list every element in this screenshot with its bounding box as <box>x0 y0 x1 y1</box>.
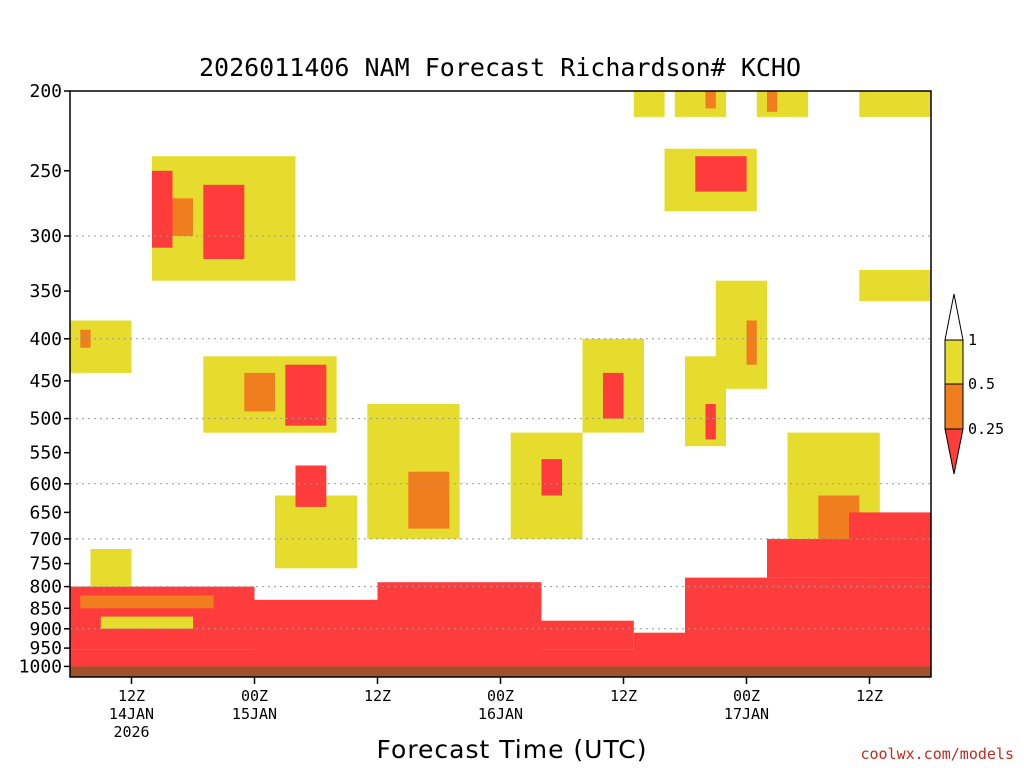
y-tick-label: 950 <box>29 638 62 659</box>
y-tick-label: 250 <box>29 161 62 182</box>
ri-cell <box>705 91 716 109</box>
ri-cell <box>172 198 193 236</box>
y-tick-label: 750 <box>29 554 62 575</box>
ri-cell <box>100 616 194 629</box>
ri-cell <box>275 495 357 569</box>
ri-cell <box>859 91 932 117</box>
colorbar-top-arrow <box>944 293 964 341</box>
ri-cell <box>859 270 932 302</box>
x-tick-label: 00Z <box>733 687 760 705</box>
colorbar-bin-yellow <box>944 339 964 385</box>
ground-cell <box>70 666 931 677</box>
chart-title: 2026011406 NAM Forecast Richardson# KCHO <box>199 53 801 82</box>
x-tick-label: 15JAN <box>232 705 277 723</box>
ri-cell <box>295 465 327 507</box>
y-axis-ticks: 200 250 300 350 400 450 500 550 600 650 700 7508008… <box>19 81 70 677</box>
y-tick-label: 300 <box>29 226 62 247</box>
x-tick-label: 17JAN <box>724 705 769 723</box>
ri-cell <box>541 459 562 496</box>
ri-cell <box>254 599 378 650</box>
ri-cell <box>70 650 931 667</box>
ri-cell <box>767 91 778 112</box>
x-tick-label: 00Z <box>487 687 514 705</box>
ri-cell <box>705 404 716 440</box>
colorbar-tick-label: 0.25 <box>968 420 1004 438</box>
y-tick-label: 400 <box>29 329 62 350</box>
x-tick-label: 12Z <box>118 687 145 705</box>
ri-cell <box>70 320 132 373</box>
ri-cell <box>674 91 727 117</box>
ri-cell <box>80 595 214 609</box>
ri-cell <box>695 156 747 192</box>
x-tick-label: 12Z <box>364 687 391 705</box>
colorbar-legend: 1 0.5 0.25 <box>944 293 1004 475</box>
x-tick-label: 14JAN <box>109 705 154 723</box>
ri-cell <box>849 512 931 549</box>
y-tick-label: 650 <box>29 502 62 523</box>
y-tick-label: 700 <box>29 529 62 550</box>
ri-cell <box>203 184 245 259</box>
y-tick-label: 450 <box>29 371 62 392</box>
ri-cell <box>746 320 757 365</box>
colorbar-tick-label: 1 <box>968 331 977 349</box>
ri-cell <box>633 632 686 650</box>
ri-cell <box>408 471 450 529</box>
data-cells-layer <box>70 91 932 677</box>
ri-cell <box>377 582 542 650</box>
x-tick-label: 16JAN <box>478 705 523 723</box>
y-tick-label: 350 <box>29 281 62 302</box>
ri-cell <box>80 329 91 348</box>
ri-cell <box>603 372 624 419</box>
y-tick-label: 800 <box>29 577 62 598</box>
ri-cell <box>285 364 327 426</box>
ri-cell <box>756 91 809 117</box>
x-axis-label: Forecast Time (UTC) <box>377 735 648 764</box>
ri-cell <box>633 91 665 117</box>
y-tick-label: 550 <box>29 443 62 464</box>
ri-cell <box>90 549 132 587</box>
y-tick-label: 200 <box>29 81 62 102</box>
colorbar-tick-label: 0.5 <box>968 375 995 393</box>
y-tick-label: 850 <box>29 598 62 619</box>
site-credit: coolwx.com/models <box>860 745 1014 763</box>
y-tick-label: 600 <box>29 474 62 495</box>
ri-cell <box>152 170 173 248</box>
x-tick-label: 00Z <box>241 687 268 705</box>
colorbar-bin-orange <box>944 383 964 430</box>
y-tick-label: 500 <box>29 409 62 430</box>
x-tick-label: 12Z <box>610 687 637 705</box>
x-tick-label: 2026 <box>113 723 149 741</box>
ri-cell <box>685 577 931 650</box>
ri-cell <box>244 372 276 412</box>
ri-cell <box>541 620 634 650</box>
y-tick-label: 900 <box>29 619 62 640</box>
x-tick-label: 12Z <box>856 687 883 705</box>
colorbar-bottom-arrow <box>944 428 964 475</box>
y-tick-label: 1000 <box>19 656 62 677</box>
